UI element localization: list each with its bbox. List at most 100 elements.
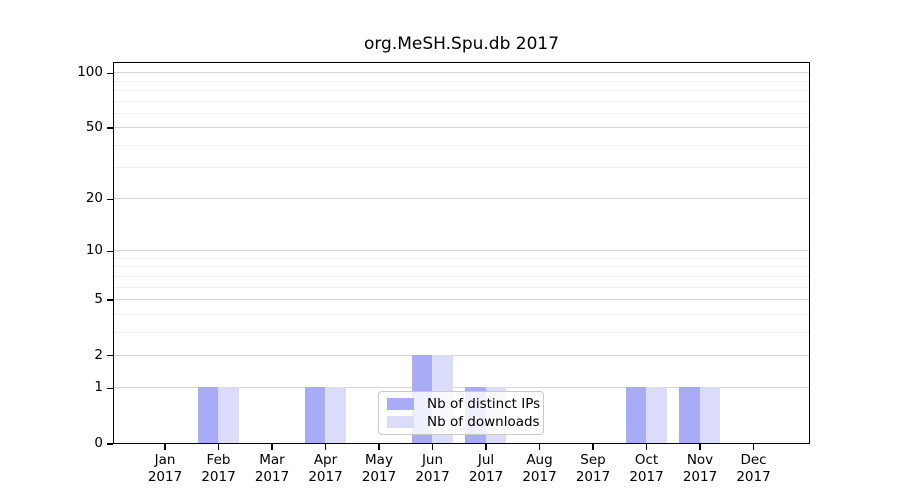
y-tick-1 — [107, 387, 113, 389]
bar-feb-distinct-ips — [197, 387, 219, 443]
x-tick-jul — [485, 444, 487, 450]
x-label-may: May 2017 — [347, 452, 411, 485]
y-tick-100 — [107, 72, 113, 74]
gridline-minor-3 — [114, 331, 809, 333]
gridline-minor-60 — [114, 112, 809, 114]
x-label-year: 2017 — [147, 468, 183, 485]
y-tick-0 — [107, 443, 113, 445]
x-label-apr: Apr 2017 — [294, 452, 358, 485]
x-label-month: Jan — [154, 452, 176, 468]
gridline-minor-7 — [114, 275, 809, 277]
y-tick-10 — [107, 250, 113, 253]
y-tick-label-2: 2 — [94, 346, 103, 363]
x-label-jul: Jul 2017 — [454, 452, 518, 485]
y-tick-label-100: 100 — [77, 64, 103, 81]
bar-oct-downloads — [646, 387, 667, 443]
legend-label-downloads: Nb of downloads — [427, 414, 540, 430]
x-label-year: 2017 — [468, 468, 504, 485]
gridline-major-20 — [114, 198, 809, 200]
x-label-sep: Sep 2017 — [561, 452, 625, 485]
x-label-month: Jul — [477, 452, 495, 468]
gridline-major-1 — [114, 387, 809, 389]
x-label-mar: Mar 2017 — [240, 452, 304, 485]
legend-label-distinct-ips: Nb of distinct IPs — [427, 396, 541, 412]
gridline-major-2 — [114, 354, 809, 356]
x-tick-feb — [217, 444, 220, 450]
y-tick-label-20: 20 — [85, 190, 103, 207]
x-label-year: 2017 — [415, 468, 450, 485]
x-label-year: 2017 — [308, 468, 343, 485]
x-label-jun: Jun 2017 — [401, 452, 465, 485]
gridline-minor-40 — [114, 144, 809, 146]
gridline-major-50 — [114, 127, 809, 129]
x-tick-mar — [271, 444, 273, 450]
x-label-year: 2017 — [682, 468, 718, 485]
bar-apr-distinct-ips — [304, 387, 326, 443]
y-tick-label-50: 50 — [85, 119, 103, 136]
y-tick-label-0: 0 — [94, 435, 103, 451]
legend-row-downloads: Nb of downloads — [387, 414, 540, 430]
y-tick-label-10: 10 — [85, 242, 103, 259]
legend-swatch-downloads — [387, 416, 414, 428]
x-label-month: Nov — [686, 452, 714, 468]
legend-row-distinct-ips: Nb of distinct IPs — [387, 396, 540, 412]
y-tick-label-5: 5 — [94, 291, 103, 308]
x-label-month: Aug — [526, 452, 553, 468]
gridline-minor-4 — [114, 313, 809, 315]
y-tick-50 — [107, 127, 113, 129]
gridline-minor-80 — [114, 89, 809, 91]
bar-nov-downloads — [699, 387, 721, 443]
gridline-major-10 — [114, 250, 809, 252]
x-label-month: Apr — [313, 452, 338, 468]
gridline-major-100 — [114, 72, 809, 74]
gridline-major-5 — [114, 299, 809, 301]
x-label-year: 2017 — [254, 468, 290, 485]
x-label-aug: Aug 2017 — [508, 452, 572, 485]
x-tick-dec — [752, 444, 755, 450]
x-label-month: Jun — [421, 452, 444, 468]
x-label-year: 2017 — [575, 468, 611, 485]
x-label-nov: Nov 2017 — [668, 452, 732, 485]
gridline-minor-30 — [114, 167, 809, 169]
x-label-jan: Jan 2017 — [133, 452, 197, 485]
y-tick-2 — [107, 355, 113, 357]
x-label-year: 2017 — [629, 468, 664, 485]
x-tick-aug — [538, 444, 541, 450]
bar-oct-distinct-ips — [625, 387, 647, 443]
x-tick-apr — [324, 444, 327, 450]
gridline-minor-6 — [114, 286, 809, 288]
gridline-minor-70 — [114, 100, 809, 102]
gridline-minor-8 — [114, 266, 809, 268]
x-label-year: 2017 — [736, 468, 771, 485]
bar-apr-downloads — [325, 387, 346, 443]
x-tick-jan — [164, 444, 166, 450]
y-tick-label-1: 1 — [94, 379, 103, 396]
x-label-year: 2017 — [361, 468, 397, 485]
x-tick-sep — [592, 444, 594, 450]
x-tick-nov — [699, 444, 701, 450]
x-label-month: Feb — [206, 452, 231, 468]
x-label-oct: Oct 2017 — [615, 452, 679, 485]
legend: Nb of distinct IPs Nb of downloads — [378, 391, 544, 435]
chart-title: org.MeSH.Spu.db 2017 — [363, 34, 560, 54]
x-label-year: 2017 — [201, 468, 236, 485]
y-tick-5 — [107, 299, 113, 301]
x-label-dec: Dec 2017 — [722, 452, 786, 485]
plot-area — [113, 62, 810, 444]
x-label-month: Oct — [634, 452, 659, 468]
legend-swatch-distinct-ips — [387, 398, 414, 410]
bar-feb-downloads — [218, 387, 239, 443]
x-label-month: Sep — [580, 452, 606, 468]
x-tick-jun — [431, 444, 434, 450]
x-tick-oct — [645, 444, 648, 450]
x-tick-may — [378, 444, 380, 450]
gridline-minor-90 — [114, 80, 809, 82]
x-label-month: Dec — [740, 452, 767, 468]
x-label-month: May — [365, 452, 393, 468]
x-label-month: Mar — [259, 452, 285, 468]
bar-nov-distinct-ips — [679, 387, 700, 443]
y-tick-20 — [107, 198, 113, 201]
x-label-feb: Feb 2017 — [187, 452, 251, 485]
x-label-year: 2017 — [522, 468, 557, 485]
